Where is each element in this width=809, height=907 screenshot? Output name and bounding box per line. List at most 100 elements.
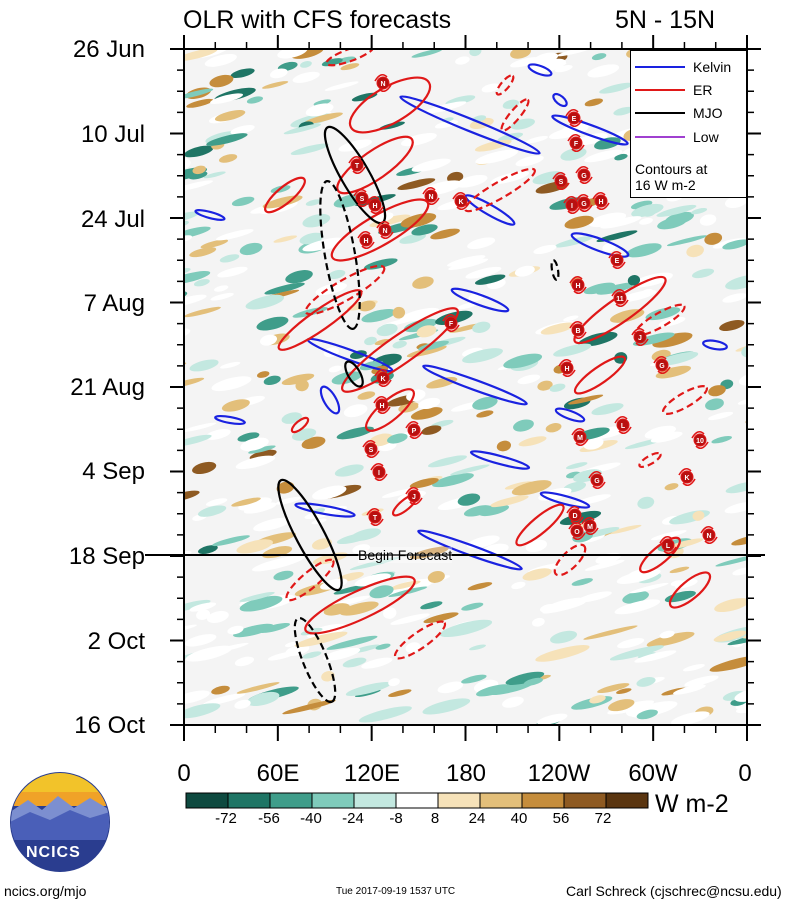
olr-patch <box>184 180 214 193</box>
olr-patch <box>732 567 747 576</box>
olr-patch <box>290 143 329 156</box>
wave-contour <box>336 135 414 195</box>
storm-marker-label: E <box>572 116 577 123</box>
olr-patch <box>197 505 227 517</box>
olr-patch <box>467 237 496 250</box>
legend-item-er: ER <box>635 82 712 98</box>
olr-patch <box>760 109 788 122</box>
storm-marker-swirl <box>612 261 626 270</box>
olr-patch <box>321 671 335 682</box>
olr-patch <box>294 631 348 648</box>
olr-patch <box>196 609 211 620</box>
x-tick-label: 180 <box>445 760 487 787</box>
olr-patch <box>597 683 630 694</box>
x-tick-label: 0 <box>177 760 191 787</box>
colorbar-swatch <box>353 792 397 809</box>
storm-marker-label: K <box>380 376 385 383</box>
storm-marker-swirl <box>611 288 625 297</box>
chart-title: OLR with CFS forecasts <box>183 6 452 34</box>
olr-patch <box>455 56 470 65</box>
olr-patch <box>128 447 171 467</box>
olr-patch <box>637 652 656 659</box>
storm-marker-label: O <box>574 529 580 536</box>
storm-marker: H <box>558 358 576 378</box>
olr-patch <box>650 431 683 443</box>
olr-patch <box>583 625 638 640</box>
wave-contour <box>500 98 530 132</box>
olr-patch <box>641 288 654 296</box>
olr-patch <box>554 65 573 73</box>
storm-marker-dot <box>633 330 647 344</box>
storm-marker-swirl <box>370 518 384 527</box>
olr-patch <box>587 64 620 78</box>
olr-patch <box>666 538 704 550</box>
olr-patch <box>285 644 310 656</box>
olr-patch <box>252 555 305 572</box>
storm-marker-label: H <box>372 203 377 210</box>
legend-label: ER <box>693 82 713 98</box>
olr-patch <box>406 389 426 402</box>
olr-patch <box>554 236 593 248</box>
olr-patch <box>448 258 489 271</box>
storm-marker-swirl <box>678 467 692 476</box>
olr-patch <box>422 698 471 715</box>
storm-marker-label: K <box>458 199 463 206</box>
olr-patch <box>626 243 662 258</box>
olr-patch <box>211 685 230 695</box>
olr-patch <box>537 380 553 391</box>
storm-marker-swirl <box>446 324 460 333</box>
olr-patch <box>529 58 567 74</box>
storm-marker-swirl <box>422 186 436 195</box>
olr-patch <box>324 81 359 91</box>
storm-marker-swirl <box>691 430 705 439</box>
olr-patch <box>466 535 500 549</box>
olr-patch <box>563 315 579 322</box>
storm-marker-dot <box>610 253 624 267</box>
storm-marker: S <box>362 439 380 459</box>
olr-patch <box>636 709 658 720</box>
olr-patch <box>339 601 379 616</box>
colorbar-swatch <box>437 792 481 809</box>
olr-patch <box>461 674 487 684</box>
wave-contours <box>194 49 728 704</box>
storm-marker-label: K <box>684 475 689 482</box>
olr-patch <box>764 155 789 166</box>
storm-marker-swirl <box>566 505 580 514</box>
storm-marker-dot <box>594 194 608 208</box>
olr-patch <box>354 573 391 587</box>
storm-marker: H <box>569 275 587 295</box>
olr-patch <box>481 83 500 93</box>
olr-patch <box>472 321 491 333</box>
wave-contour <box>450 287 510 313</box>
olr-patch <box>397 178 436 190</box>
olr-patch <box>666 235 708 247</box>
storm-marker: G <box>588 470 606 490</box>
olr-patch <box>305 103 334 117</box>
olr-patch <box>456 302 478 310</box>
olr-patch <box>747 361 775 374</box>
olr-patch <box>273 570 294 581</box>
forecast-label: Begin Forecast <box>358 547 453 563</box>
storm-marker-label: S <box>559 179 564 186</box>
olr-patch <box>754 361 783 377</box>
storm-marker-dot <box>378 223 392 237</box>
legend-item-kelvin: Kelvin <box>635 59 731 75</box>
olr-patch <box>673 684 706 695</box>
y-tick-label: 21 Aug <box>70 374 145 401</box>
y-tick-label: 16 Oct <box>74 712 145 739</box>
storm-marker-label: E <box>615 258 620 265</box>
y-tick-label: 26 Jun <box>72 36 145 63</box>
olr-patch <box>383 607 397 619</box>
colorbar <box>185 792 649 809</box>
colorbar-tick-label: 24 <box>468 810 486 827</box>
olr-patch <box>140 159 179 174</box>
olr-patch <box>369 433 394 447</box>
olr-patch <box>184 226 211 240</box>
olr-patch <box>719 320 745 332</box>
olr-patch <box>656 204 697 217</box>
olr-patch <box>277 49 308 59</box>
wave-contour <box>527 63 553 77</box>
olr-patch <box>630 200 653 210</box>
olr-patch <box>600 216 642 229</box>
storm-marker-swirl <box>348 155 362 164</box>
